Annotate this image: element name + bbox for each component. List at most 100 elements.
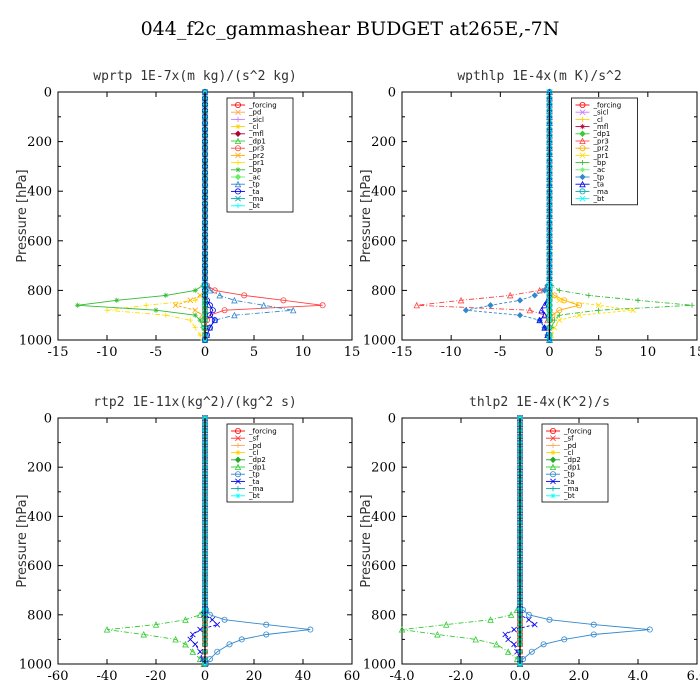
legend-marker — [234, 137, 242, 144]
legend-marker — [235, 493, 241, 499]
x-tick-label: 20 — [246, 669, 263, 684]
data-point — [556, 287, 562, 293]
legend-item: _bp — [575, 159, 607, 167]
series-line — [106, 92, 206, 341]
legend-marker — [579, 109, 586, 116]
legend-item: _cl — [575, 116, 603, 124]
legend-marker — [579, 180, 586, 188]
legend-label: _ma — [248, 485, 264, 493]
x-tick-label: -10 — [441, 345, 462, 360]
legend-label: _bp — [593, 159, 607, 167]
legend-marker — [235, 109, 241, 116]
legend-marker — [235, 478, 241, 485]
data-point — [172, 302, 179, 309]
data-point — [197, 292, 203, 299]
legend-marker — [234, 130, 242, 137]
legend-label: _dp1 — [563, 463, 581, 471]
data-point — [189, 648, 196, 655]
legend-marker — [579, 188, 586, 195]
legend-label: _ma — [248, 195, 264, 203]
data-point — [596, 307, 602, 313]
data-point — [511, 626, 517, 633]
data-point — [531, 292, 538, 299]
legend-item: _pr3 — [231, 145, 264, 153]
legend-item: _ta — [231, 188, 260, 196]
legend-label: _tp — [248, 181, 260, 189]
y-axis-label: Pressure [hPa] — [359, 494, 374, 587]
data-point — [196, 611, 204, 618]
legend-label: _pr2 — [593, 145, 609, 153]
data-point — [289, 306, 297, 314]
data-point — [551, 324, 558, 331]
legend-item: _pr2 — [575, 145, 609, 153]
data-point — [152, 621, 160, 628]
data-point — [506, 291, 514, 299]
legend-marker — [234, 456, 242, 463]
data-point — [443, 621, 450, 628]
data-point — [104, 307, 110, 313]
legend-marker — [579, 116, 586, 122]
data-point — [103, 626, 111, 633]
data-point — [457, 296, 465, 304]
legend-item: _cl — [231, 449, 258, 457]
legend-item: _bt — [231, 492, 260, 500]
legend: _forcing_sf_pd_cl_dp2_dp1_tp_ta_ma_bt — [541, 423, 609, 503]
y-tick-label: 600 — [371, 559, 396, 574]
series-line — [174, 92, 206, 340]
legend-marker — [579, 173, 586, 181]
legend-item: _bt — [546, 492, 575, 500]
legend-item: _bt — [231, 202, 260, 210]
x-tick-label: 0 — [201, 345, 209, 360]
legend-marker — [579, 130, 586, 137]
x-tick-label: 5 — [595, 345, 603, 360]
data-point — [541, 311, 548, 319]
y-tick-label: 800 — [27, 608, 52, 623]
legend-item: _pr2 — [231, 152, 264, 160]
legend-marker — [550, 442, 556, 448]
y-tick-label: 1000 — [363, 334, 396, 349]
y-tick-label: 0 — [44, 86, 52, 101]
data-point — [206, 286, 214, 294]
legend-item: _pd — [231, 109, 261, 117]
data-point — [551, 317, 558, 323]
legend-marker — [579, 137, 586, 144]
series-line — [416, 92, 550, 340]
legend-marker — [235, 450, 241, 456]
legend-marker — [579, 145, 586, 152]
data-point — [525, 611, 532, 618]
legend-label: _tp — [248, 471, 260, 479]
legend-marker — [550, 493, 556, 499]
data-point — [546, 616, 553, 623]
x-tick-label: 10 — [640, 345, 657, 360]
legend-item: _pd — [231, 442, 261, 450]
data-point — [187, 297, 194, 304]
x-tick-label: 15 — [344, 345, 361, 360]
legend-item: _dp2 — [546, 456, 581, 464]
legend-label: _dp2 — [563, 456, 581, 464]
legend-item: _pr1 — [231, 159, 264, 167]
legend-label: _dp1 — [593, 130, 611, 138]
x-tick-label: -10 — [97, 345, 118, 360]
series-pr3 — [413, 88, 553, 343]
data-point — [531, 621, 538, 628]
x-tick-label: 6.0 — [687, 669, 700, 684]
legend-label: _bt — [248, 492, 260, 500]
legend-item: _dp2 — [231, 456, 266, 464]
legend-item: _tp — [546, 471, 575, 479]
legend-marker — [235, 203, 241, 209]
data-point — [187, 636, 194, 643]
data-point — [307, 626, 314, 633]
data-point — [260, 301, 268, 309]
series-line — [465, 92, 550, 341]
data-point — [192, 297, 198, 303]
data-point — [689, 302, 695, 308]
legend-marker — [579, 124, 586, 130]
legend-item: _dp1 — [231, 463, 266, 471]
data-point — [209, 307, 216, 314]
data-point — [221, 307, 228, 314]
x-tick-label: 60 — [344, 669, 361, 684]
legend: _forcing_pd_sicl_cl_mfl_dp1_pr3_pr2_pr1_… — [226, 97, 294, 213]
data-point — [140, 630, 147, 638]
x-tick-label: -5 — [150, 345, 163, 360]
legend-item: _ac — [231, 173, 261, 181]
